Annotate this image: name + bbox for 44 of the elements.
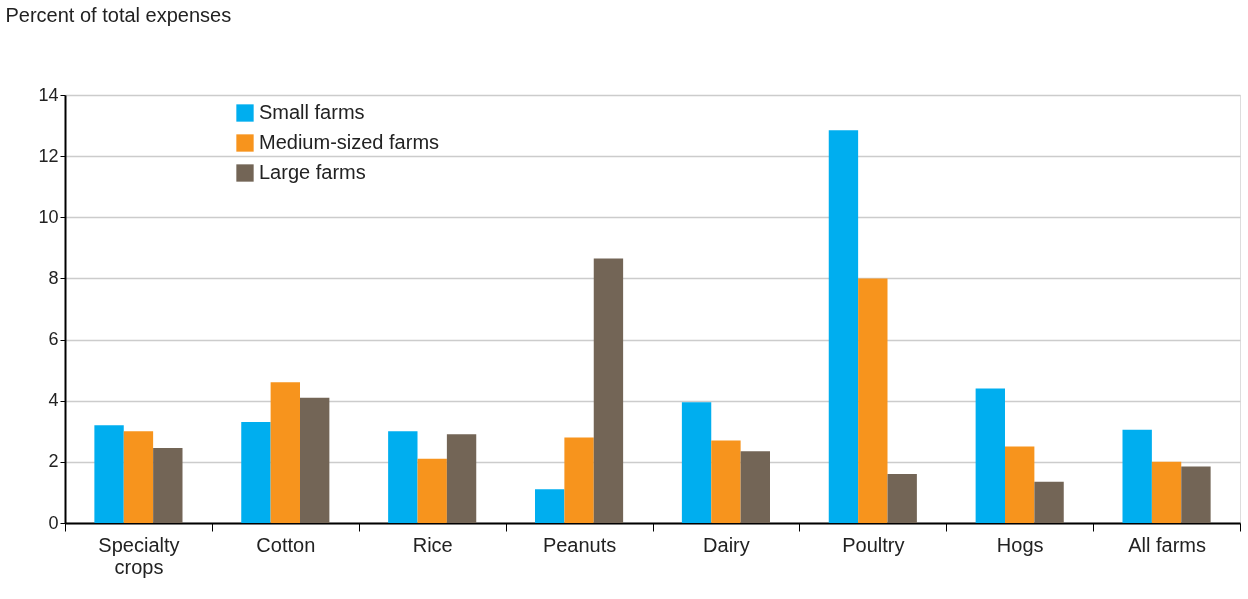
y-tick-label: 4 <box>48 390 59 411</box>
bar <box>535 489 565 523</box>
x-tick-label: Peanuts <box>542 533 617 556</box>
y-tick-label: 12 <box>38 145 59 166</box>
bar <box>1181 466 1211 523</box>
bar <box>241 422 271 523</box>
bar <box>300 397 330 523</box>
bar <box>1151 461 1182 523</box>
x-tick-label: Dairy <box>703 533 750 556</box>
y-tick-label: 10 <box>38 206 59 227</box>
bar <box>153 448 183 523</box>
bar <box>711 440 741 523</box>
x-tick-label: Hogs <box>996 533 1044 556</box>
bar <box>681 402 712 523</box>
legend-label: Medium-sized farms <box>259 131 440 153</box>
x-tick-label: Cotton <box>256 533 316 556</box>
bar <box>1005 446 1035 523</box>
bar <box>828 130 859 523</box>
y-tick-label: 2 <box>48 451 59 472</box>
y-tick-label: 8 <box>48 267 59 288</box>
bar <box>388 431 418 523</box>
legend-label: Large farms <box>259 161 366 183</box>
bar <box>123 431 154 523</box>
bar <box>417 458 447 523</box>
bar <box>887 474 917 523</box>
x-tick-label: Poultry <box>842 533 905 556</box>
bar <box>975 388 1005 523</box>
y-axis-title: Percent of total expenses <box>5 3 232 26</box>
y-tick-label: 0 <box>48 512 59 533</box>
x-tick-label: Rice <box>412 533 453 556</box>
legend-label: Small farms <box>259 101 365 123</box>
bar <box>858 278 888 523</box>
y-tick-label: 6 <box>48 329 59 350</box>
x-tick-label: Specialty crops <box>98 533 180 578</box>
bar <box>593 258 624 523</box>
y-tick-label: 14 <box>38 84 59 105</box>
bar <box>740 451 770 523</box>
bar <box>270 382 300 523</box>
bar <box>1122 429 1152 523</box>
bar <box>564 437 594 523</box>
bar <box>1034 481 1064 523</box>
bar <box>94 425 124 523</box>
x-tick-label: All farms <box>1128 533 1206 556</box>
bar <box>446 434 477 523</box>
